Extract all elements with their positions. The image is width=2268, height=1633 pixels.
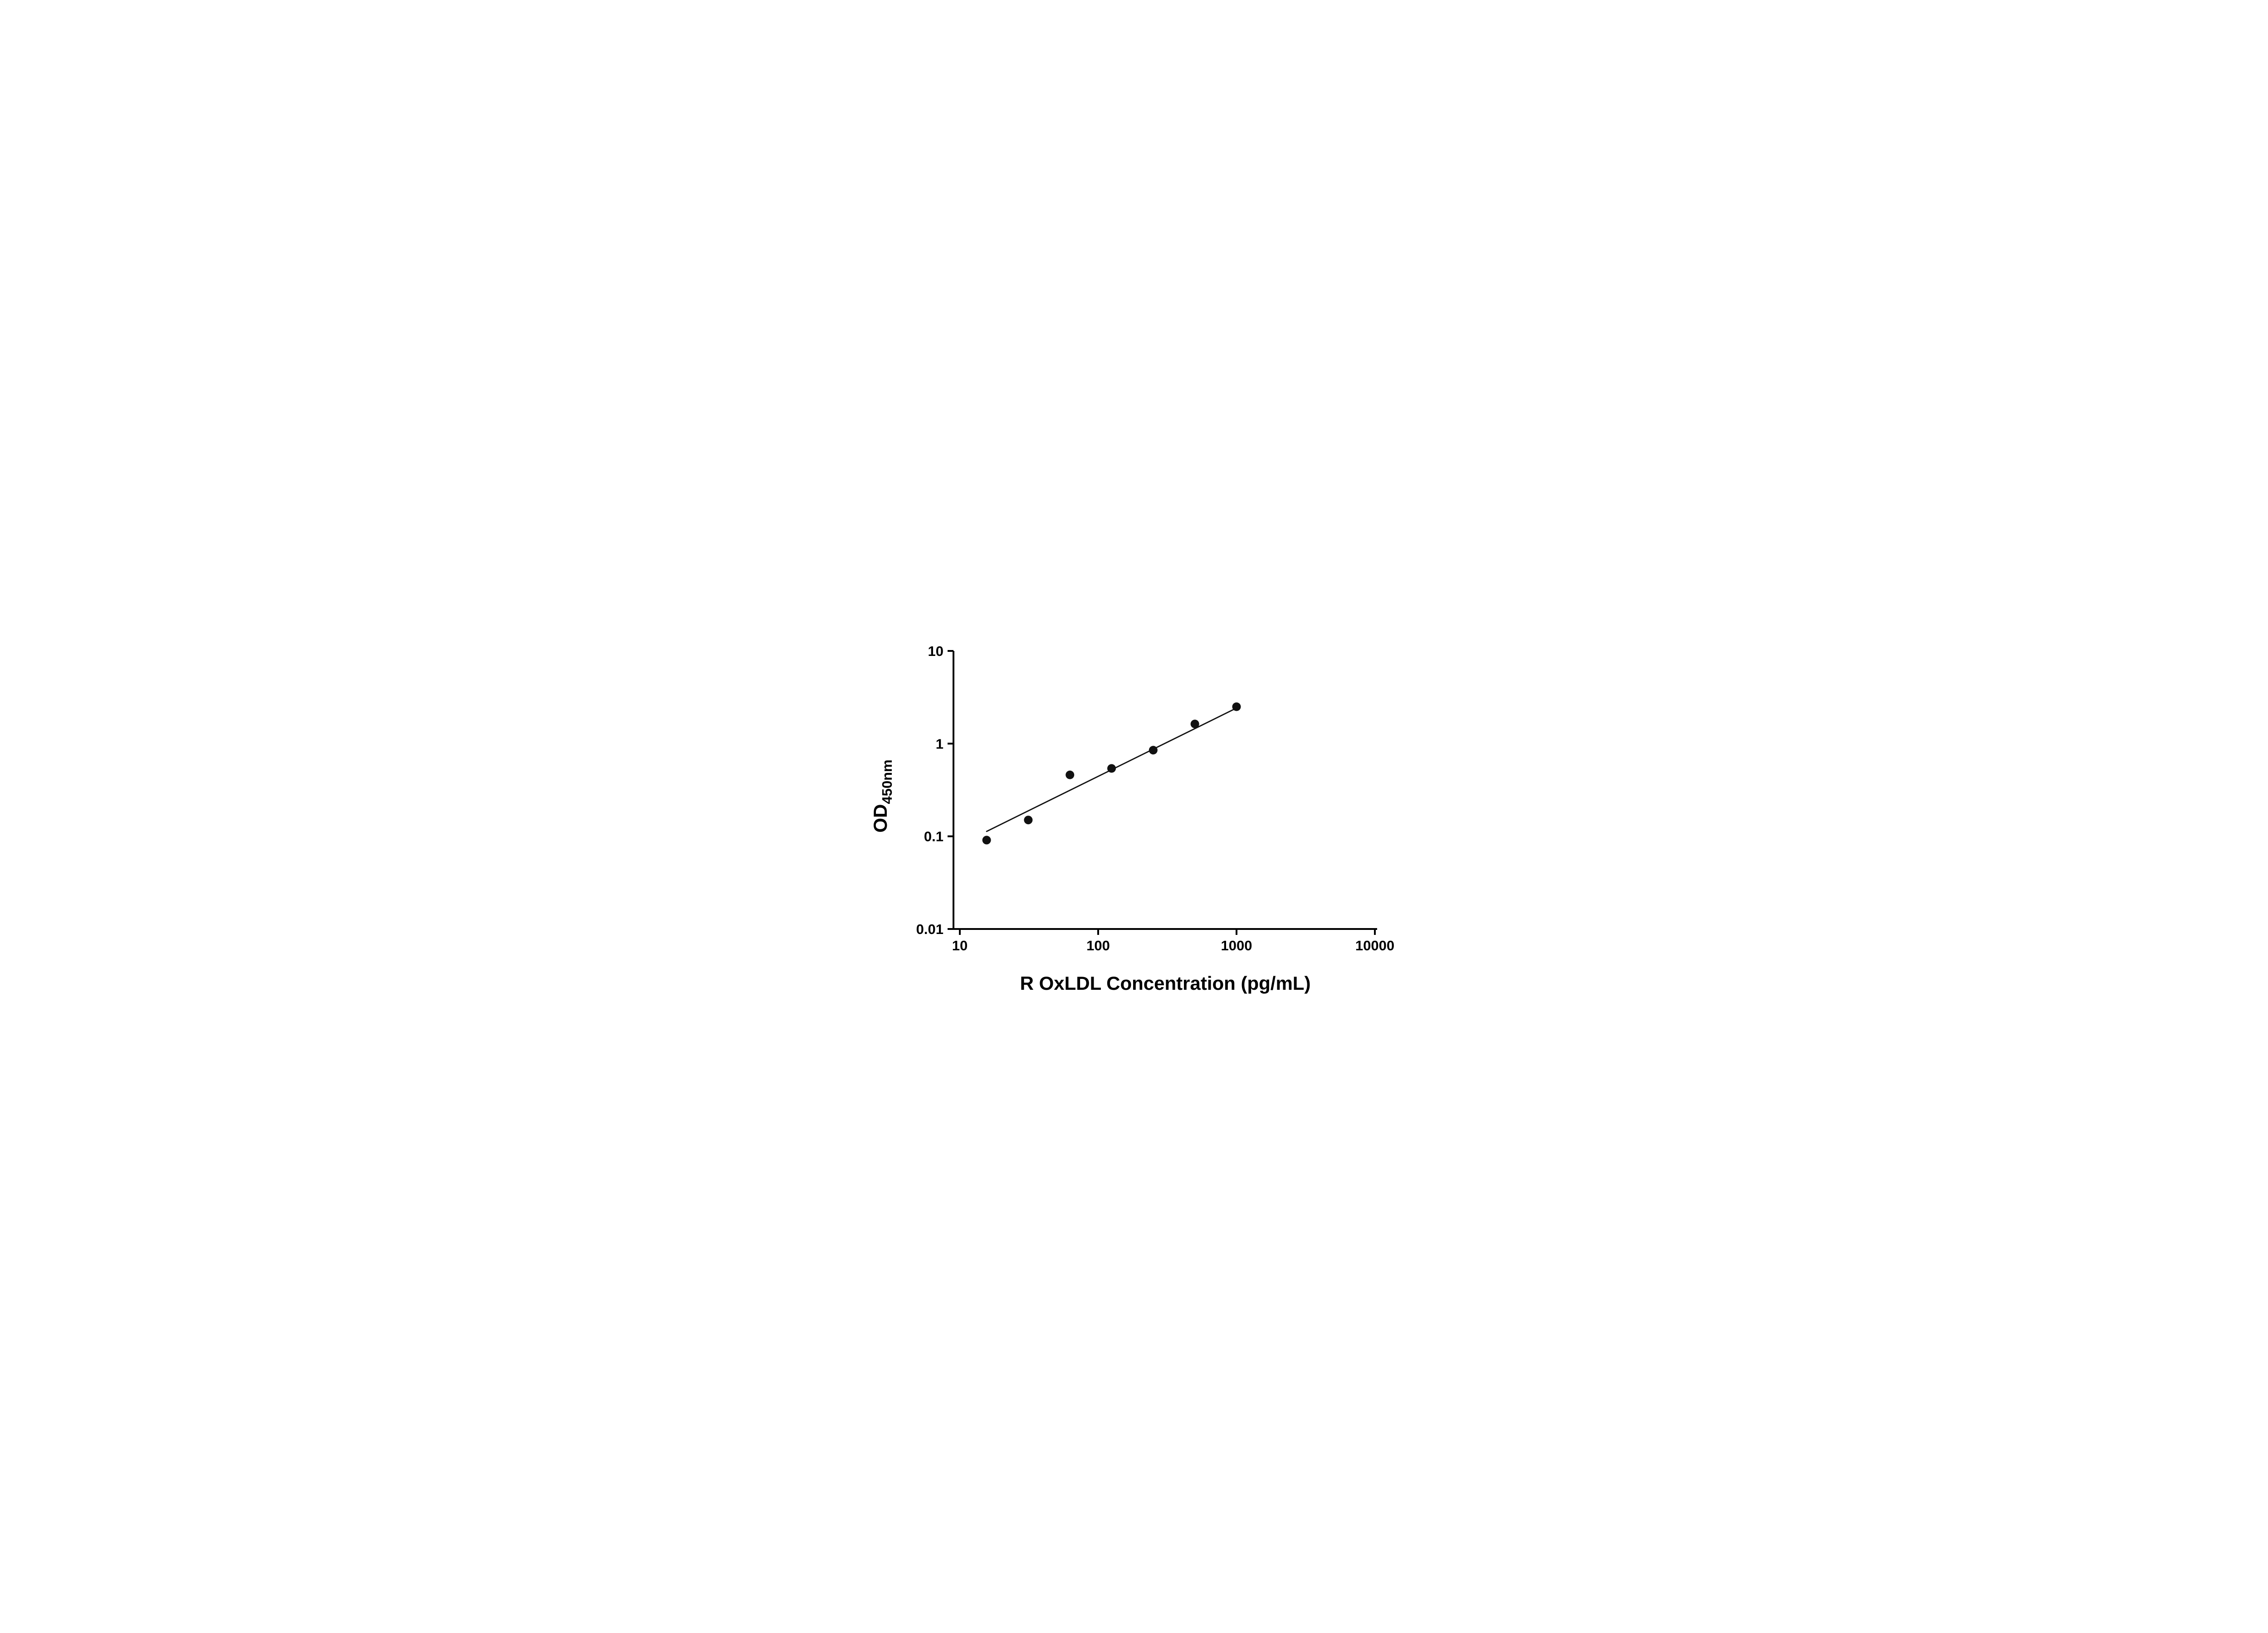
x-tick-label: 10000: [1355, 938, 1394, 953]
y-tick-label: 0.01: [916, 921, 943, 937]
x-axis-title: R OxLDL Concentration (pg/mL): [1020, 973, 1310, 994]
y-axis-title-main: OD: [870, 804, 891, 833]
data-point: [1107, 764, 1116, 773]
x-tick-label: 1000: [1221, 938, 1252, 953]
x-tick-label: 10: [952, 938, 967, 953]
axes-frame: [952, 651, 1377, 930]
data-point: [982, 836, 991, 845]
chart-svg: 10 100 1000 10000 10 1 0.1 0.01 R OxLDL Concent…: [842, 612, 1426, 1021]
y-axis-title: OD450nm: [870, 759, 895, 832]
chart-figure: 10 100 1000 10000 10 1 0.1 0.01 R OxLDL Concent…: [842, 612, 1426, 1021]
y-tick-label: 0.1: [924, 829, 943, 845]
data-point: [1065, 770, 1074, 779]
plot-area: 10 100 1000 10000 10 1 0.1 0.01: [916, 643, 1394, 953]
x-tick-label: 100: [1086, 938, 1110, 953]
data-point: [1149, 746, 1158, 755]
data-point: [1232, 702, 1241, 711]
y-tick-label: 10: [928, 643, 943, 659]
y-tick-label: 1: [935, 736, 943, 752]
data-point: [1190, 719, 1199, 728]
data-point: [1023, 816, 1032, 825]
y-axis-title-sub: 450nm: [879, 759, 895, 804]
